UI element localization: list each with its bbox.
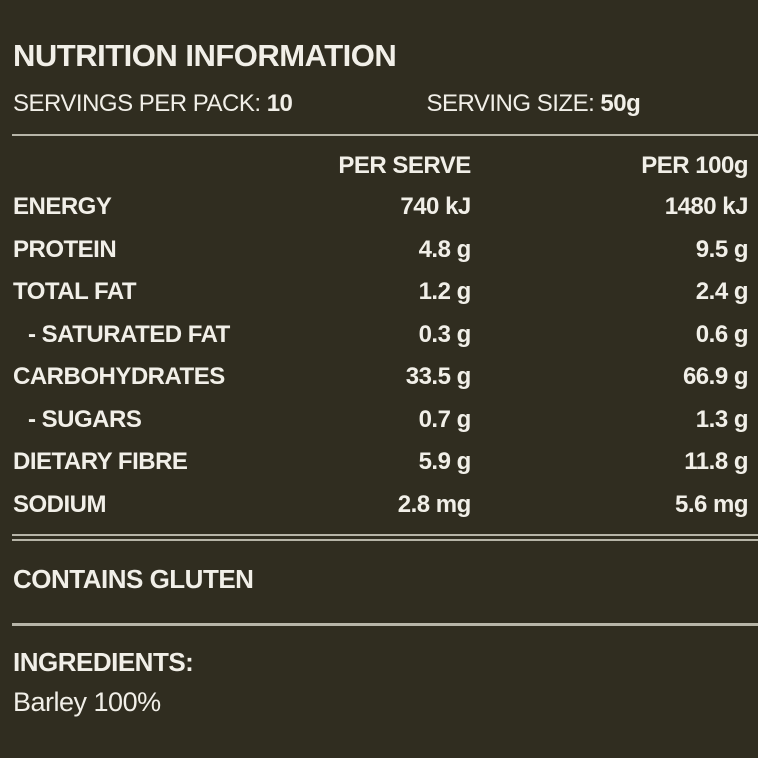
ingredients-list: Barley 100% [13,687,161,717]
nutrient-label: - SATURATED FAT [28,320,230,348]
nutrient-label: DIETARY FIBRE [13,448,188,475]
servings-per-pack-label: SERVINGS PER PACK: [13,90,267,117]
nutrient-label: - SUGARS [28,405,142,433]
table-row: PROTEIN 4.8 g 9.5 g [12,229,758,272]
nutrient-per-serve-value: 2.8 mg [397,490,472,518]
table-row: - SATURATED FAT 0.3 g 0.6 g [12,314,758,357]
divider-header [12,134,758,136]
divider-allergen-bottom [12,623,758,626]
nutrient-per-serve-value: 0.7 g [418,405,472,433]
nutrient-per-100g-value: 9.5 g [695,235,749,263]
allergen-statement: CONTAINS GLUTEN [13,564,254,594]
nutrient-label: CARBOHYDRATES [13,363,225,390]
nutrient-label: ENERGY [13,193,112,220]
serving-size: SERVING SIZE: 50g [426,88,758,120]
divider-table-bottom [12,534,758,541]
serving-size-label: SERVING SIZE: [426,90,601,117]
table-row: ENERGY 740 kJ 1480 kJ [12,186,758,229]
nutrient-per-serve-value: 740 kJ [400,193,471,220]
nutrient-label: PROTEIN [13,235,117,263]
table-header-row: PER SERVE PER 100g [12,146,758,186]
table-row: TOTAL FAT 1.2 g 2.4 g [12,271,758,314]
nutrient-per-100g-value: 1.3 g [695,405,749,433]
ingredients-heading: INGREDIENTS: [13,647,194,677]
table-row: - SUGARS 0.7 g 1.3 g [12,399,758,442]
servings-row: SERVINGS PER PACK: 10 SERVING SIZE: 50g [0,88,758,120]
nutrient-per-100g-value: 2.4 g [695,278,749,305]
column-header-blank [12,146,310,186]
table-row: CARBOHYDRATES 33.5 g 66.9 g [12,356,758,399]
servings-per-pack: SERVINGS PER PACK: 10 [13,88,426,120]
nutrient-per-100g-value: 1480 kJ [664,193,749,220]
nutrient-per-100g-value: 0.6 g [695,320,749,348]
nutrition-table: PER SERVE PER 100g ENERGY 740 kJ 1480 kJ… [12,146,758,526]
serving-size-value: 50g [600,90,641,117]
nutrition-table-body: ENERGY 740 kJ 1480 kJ PROTEIN 4.8 g 9.5 … [12,186,758,526]
table-row: DIETARY FIBRE 5.9 g 11.8 g [12,441,758,484]
nutrient-label: SODIUM [13,490,107,518]
column-header-per-serve: PER SERVE [338,152,471,179]
nutrient-per-serve-value: 4.8 g [418,235,472,263]
nutrient-per-serve-value: 0.3 g [418,320,472,348]
nutrient-per-100g-value: 11.8 g [684,448,748,475]
column-header-per-100g: PER 100g [641,152,748,179]
servings-per-pack-value: 10 [266,90,293,117]
table-row: SODIUM 2.8 mg 5.6 mg [12,484,758,527]
nutrient-per-serve-value: 5.9 g [418,448,472,475]
nutrient-label: TOTAL FAT [13,278,137,305]
nutrient-per-serve-value: 1.2 g [418,278,472,305]
nutrient-per-100g-value: 66.9 g [682,363,749,390]
nutrient-per-serve-value: 33.5 g [405,363,472,390]
page-title: NUTRITION INFORMATION [13,38,397,73]
nutrient-per-100g-value: 5.6 mg [674,490,749,518]
